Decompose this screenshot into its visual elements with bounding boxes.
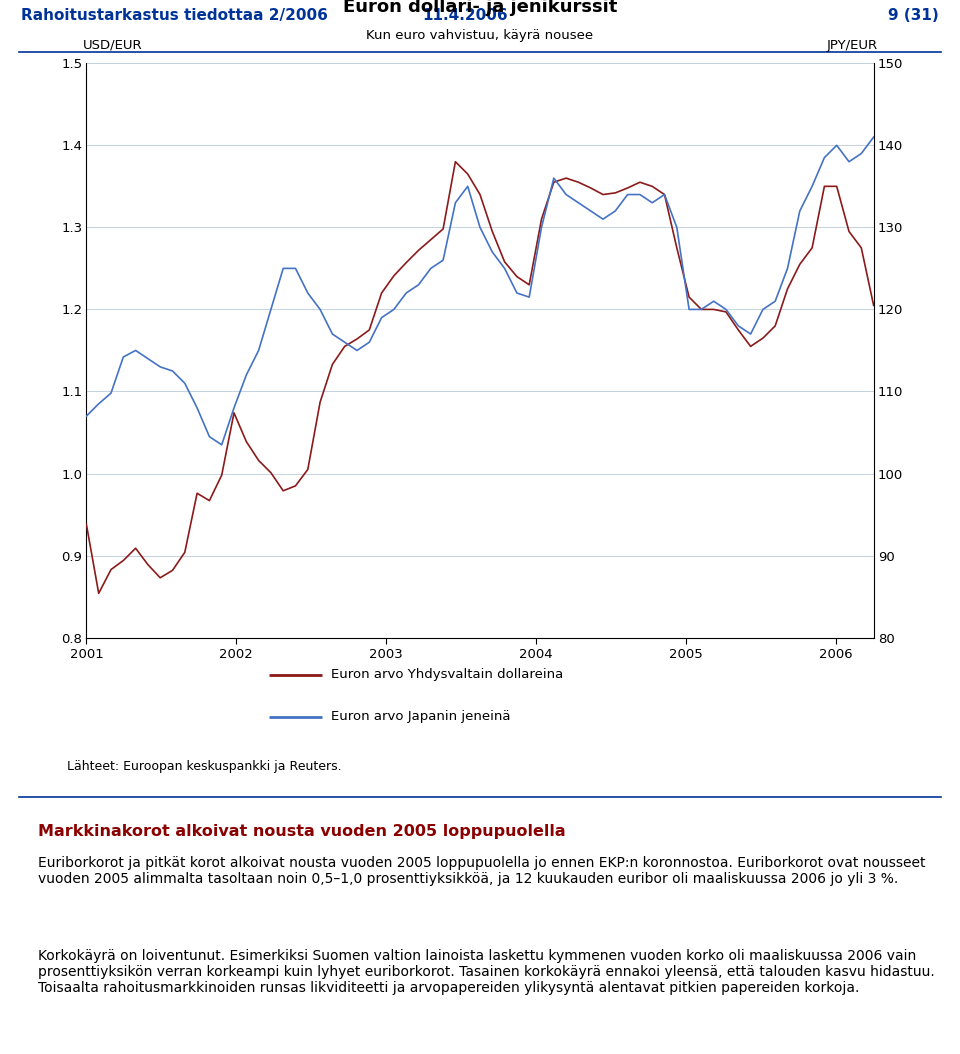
Text: Rahoitustarkastus tiedottaa 2/2006: Rahoitustarkastus tiedottaa 2/2006 — [21, 7, 328, 23]
Text: Euriborkorot ja pitkät korot alkoivat nousta vuoden 2005 loppupuolella jo ennen : Euriborkorot ja pitkät korot alkoivat no… — [38, 856, 925, 886]
Text: Euron arvo Yhdysvaltain dollareina: Euron arvo Yhdysvaltain dollareina — [331, 668, 564, 681]
Text: Euron arvo Japanin jeneinä: Euron arvo Japanin jeneinä — [331, 710, 511, 723]
Text: 9 (31): 9 (31) — [888, 7, 939, 23]
Text: Euron dollari- ja jenikurssit: Euron dollari- ja jenikurssit — [343, 0, 617, 16]
Text: Korkokäyrä on loiventunut. Esimerkiksi Suomen valtion lainoista laskettu kymmene: Korkokäyrä on loiventunut. Esimerkiksi S… — [38, 949, 935, 995]
Text: JPY/EUR: JPY/EUR — [827, 39, 877, 52]
Text: USD/EUR: USD/EUR — [83, 39, 142, 52]
Text: Kun euro vahvistuu, käyrä nousee: Kun euro vahvistuu, käyrä nousee — [367, 30, 593, 42]
Text: Markkinakorot alkoivat nousta vuoden 2005 loppupuolella: Markkinakorot alkoivat nousta vuoden 200… — [38, 824, 566, 839]
Text: Lähteet: Euroopan keskuspankki ja Reuters.: Lähteet: Euroopan keskuspankki ja Reuter… — [67, 760, 342, 774]
Text: 11.4.2006: 11.4.2006 — [422, 7, 508, 23]
